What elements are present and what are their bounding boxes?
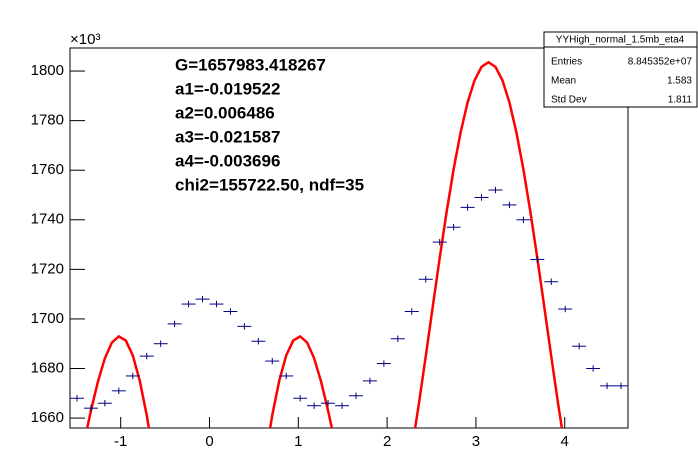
fit-annotation: a1=-0.019522 [175, 79, 280, 98]
y-tick-label: 1680 [31, 359, 64, 376]
y-tick-label: 1780 [31, 112, 64, 129]
frame [69, 47, 629, 429]
stats-frame [543, 31, 698, 108]
y-tick-label: 1740 [31, 211, 64, 228]
stats-label: Std Dev [551, 95, 587, 106]
stats-title: YYHigh_normal_1.5mb_eta4 [556, 35, 685, 46]
x-tick-label: 2 [383, 433, 391, 450]
fit-annotation: chi2=155722.50, ndf=35 [175, 175, 364, 194]
stats-value: 8.845352e+07 [628, 57, 693, 68]
stats-label: Mean [551, 76, 576, 87]
stats-value: 1.811 [668, 95, 693, 106]
x-tick-label: 0 [205, 433, 213, 450]
y-tick-label: 1660 [31, 409, 64, 426]
x-tick-label: 1 [294, 433, 302, 450]
y-tick-label: 1760 [31, 161, 64, 178]
y-multiplier: ×10³ [70, 31, 100, 48]
fit-annotation: a2=0.006486 [175, 103, 275, 122]
y-tick-label: 1720 [31, 260, 64, 277]
stats-value: 1.583 [667, 76, 692, 87]
y-tick-label: 1800 [31, 62, 64, 79]
fit-annotation: a4=-0.003696 [175, 151, 280, 170]
fit-curve [85, 60, 564, 428]
stats-box: YYHigh_normal_1.5mb_eta4 Entries 8.845352… [543, 31, 698, 108]
y-tick-label: 1700 [31, 310, 64, 327]
x-tick-label: 4 [561, 433, 569, 450]
fit-annotation: a3=-0.021587 [175, 127, 280, 146]
fit-annotation: G=1657983.418267 [175, 55, 326, 74]
x-tick-label: 3 [472, 433, 480, 450]
stats-label: Entries [551, 57, 582, 68]
x-tick-label: -1 [114, 433, 127, 450]
